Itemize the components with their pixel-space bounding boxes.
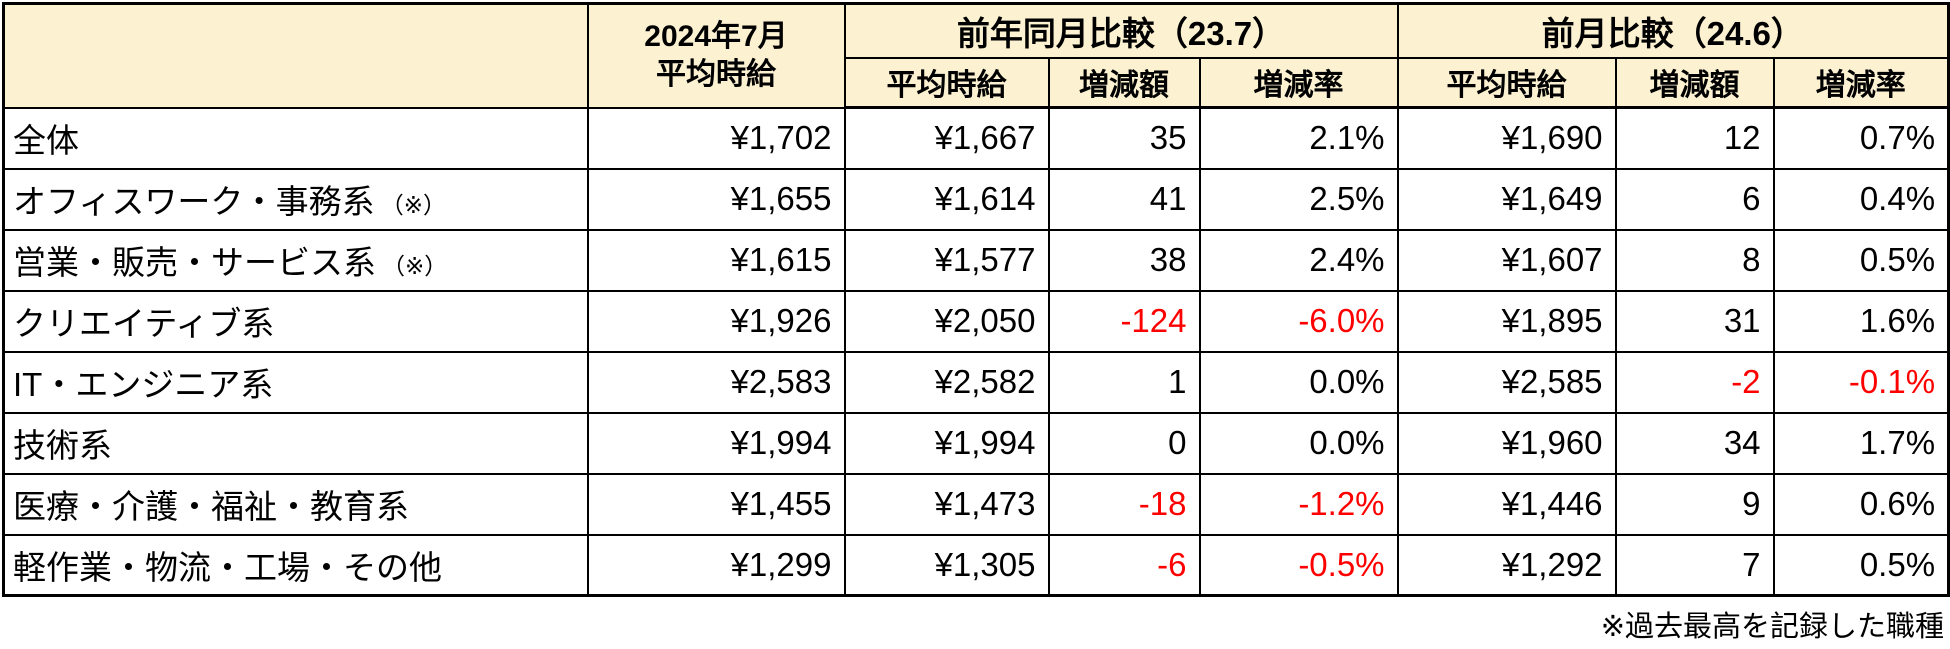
cell-yoy-diff: 35 <box>1047 106 1201 170</box>
category-text: 営業・販売・サービス系 <box>13 244 376 281</box>
cell-2024-07-avg: ¥1,615 <box>586 228 846 292</box>
category-text: 医療・介護・福祉・教育系 <box>13 488 409 525</box>
cell-mom-rate: 0.4% <box>1772 167 1950 231</box>
cell-yoy-diff: 41 <box>1047 167 1201 231</box>
cell-yoy-rate: 2.4% <box>1198 228 1399 292</box>
cell-2024-07-avg: ¥1,655 <box>586 167 846 231</box>
cell-mom-rate: -0.1% <box>1772 350 1950 414</box>
cell-mom-avg: ¥1,292 <box>1396 533 1617 597</box>
header-mom-diff-rate: 増減率 <box>1772 56 1950 109</box>
row-category-cell: 軽作業・物流・工場・その他 <box>2 533 589 597</box>
header-mom-avg-wage: 平均時給 <box>1396 56 1617 109</box>
header-2024-07-avg-wage: 2024年7月 平均時給 <box>586 2 846 109</box>
cell-mom-avg: ¥1,690 <box>1396 106 1617 170</box>
cell-2024-07-avg: ¥1,455 <box>586 472 846 536</box>
cell-yoy-diff: -124 <box>1047 289 1201 353</box>
cell-yoy-avg: ¥2,582 <box>843 350 1050 414</box>
cell-yoy-avg: ¥1,577 <box>843 228 1050 292</box>
cell-yoy-diff: 0 <box>1047 411 1201 475</box>
table-row: クリエイティブ系 ¥1,926 ¥2,050 -124 -6.0% ¥1,895 31 1.6… <box>2 289 1950 353</box>
cell-mom-rate: 1.6% <box>1772 289 1950 353</box>
cell-mom-rate: 0.6% <box>1772 472 1950 536</box>
table-body: 全体 ¥1,702 ¥1,667 35 2.1% ¥1,690 12 0.7% オフィスワーク・… <box>2 106 1950 597</box>
header-2024-07-line2: 平均時給 <box>656 57 776 91</box>
header-yoy-section: 前年同月比較（23.7） <box>843 2 1399 59</box>
cell-mom-diff: 34 <box>1614 411 1775 475</box>
cell-mom-avg: ¥1,895 <box>1396 289 1617 353</box>
cell-mom-diff: -2 <box>1614 350 1775 414</box>
cell-yoy-rate: -1.2% <box>1198 472 1399 536</box>
header-yoy-diff-amount: 増減額 <box>1047 56 1201 109</box>
category-text: オフィスワーク・事務系 <box>13 183 375 220</box>
record-high-note: （※） <box>380 192 446 218</box>
cell-mom-diff: 6 <box>1614 167 1775 231</box>
cell-yoy-rate: 0.0% <box>1198 350 1399 414</box>
record-high-note: （※） <box>382 253 448 279</box>
header-yoy-avg-wage: 平均時給 <box>843 56 1050 109</box>
cell-yoy-rate: 2.5% <box>1198 167 1399 231</box>
table-row: 全体 ¥1,702 ¥1,667 35 2.1% ¥1,690 12 0.7% <box>2 106 1950 170</box>
cell-yoy-diff: -18 <box>1047 472 1201 536</box>
cell-2024-07-avg: ¥1,994 <box>586 411 846 475</box>
cell-mom-rate: 1.7% <box>1772 411 1950 475</box>
table-row: オフィスワーク・事務系 （※） ¥1,655 ¥1,614 41 2.5% ¥1,649 6 0… <box>2 167 1950 231</box>
table-row: 営業・販売・サービス系 （※） ¥1,615 ¥1,577 38 2.4% ¥1,607 8 0… <box>2 228 1950 292</box>
cell-yoy-diff: -6 <box>1047 533 1201 597</box>
cell-yoy-rate: -0.5% <box>1198 533 1399 597</box>
cell-2024-07-avg: ¥1,702 <box>586 106 846 170</box>
cell-mom-avg: ¥2,585 <box>1396 350 1617 414</box>
row-category-cell: クリエイティブ系 <box>2 289 589 353</box>
header-2024-07-line1: 2024年7月 <box>644 20 788 54</box>
cell-mom-avg: ¥1,960 <box>1396 411 1617 475</box>
cell-yoy-avg: ¥1,473 <box>843 472 1050 536</box>
category-text: 軽作業・物流・工場・その他 <box>13 548 442 586</box>
corner-cell <box>2 2 589 109</box>
row-category-cell: 全体 <box>2 106 589 170</box>
cell-yoy-rate: 2.1% <box>1198 106 1399 170</box>
cell-mom-diff: 31 <box>1614 289 1775 353</box>
cell-2024-07-avg: ¥1,926 <box>586 289 846 353</box>
cell-mom-avg: ¥1,607 <box>1396 228 1617 292</box>
cell-yoy-avg: ¥1,614 <box>843 167 1050 231</box>
cell-yoy-rate: 0.0% <box>1198 411 1399 475</box>
category-text: クリエイティブ系 <box>13 305 275 342</box>
cell-mom-rate: 0.5% <box>1772 228 1950 292</box>
row-category-cell: 医療・介護・福祉・教育系 <box>2 472 589 536</box>
table-row: 軽作業・物流・工場・その他 ¥1,299 ¥1,305 -6 -0.5% ¥1,292 7 0… <box>2 533 1950 597</box>
cell-2024-07-avg: ¥2,583 <box>586 350 846 414</box>
cell-yoy-avg: ¥1,667 <box>843 106 1050 170</box>
cell-yoy-diff: 1 <box>1047 350 1201 414</box>
cell-2024-07-avg: ¥1,299 <box>586 533 846 597</box>
cell-yoy-rate: -6.0% <box>1198 289 1399 353</box>
cell-mom-rate: 0.5% <box>1772 533 1950 597</box>
row-category-cell: オフィスワーク・事務系 （※） <box>2 167 589 231</box>
cell-mom-avg: ¥1,446 <box>1396 472 1617 536</box>
header-yoy-diff-rate: 増減率 <box>1198 56 1399 109</box>
wage-table: 2024年7月 平均時給 前年同月比較（23.7） 前月比較（24.6） 平均時… <box>2 2 1950 597</box>
header-mom-section: 前月比較（24.6） <box>1396 2 1950 59</box>
row-category-cell: 営業・販売・サービス系 （※） <box>2 228 589 292</box>
cell-mom-rate: 0.7% <box>1772 106 1950 170</box>
cell-mom-avg: ¥1,649 <box>1396 167 1617 231</box>
cell-mom-diff: 7 <box>1614 533 1775 597</box>
table-row: 医療・介護・福祉・教育系 ¥1,455 ¥1,473 -18 -1.2% ¥1,446 9 0… <box>2 472 1950 536</box>
cell-mom-diff: 9 <box>1614 472 1775 536</box>
cell-yoy-avg: ¥1,994 <box>843 411 1050 475</box>
table-row: IT・エンジニア系 ¥2,583 ¥2,582 1 0.0% ¥2,585 -2 -0.1% <box>2 350 1950 414</box>
category-text: 全体 <box>13 122 79 159</box>
cell-yoy-avg: ¥2,050 <box>843 289 1050 353</box>
row-category-cell: IT・エンジニア系 <box>2 350 589 414</box>
header-mom-diff-amount: 増減額 <box>1614 56 1775 109</box>
cell-yoy-diff: 38 <box>1047 228 1201 292</box>
cell-mom-diff: 8 <box>1614 228 1775 292</box>
footnote: ※過去最高を記録した職種 <box>1600 611 1944 643</box>
table-row: 技術系 ¥1,994 ¥1,994 0 0.0% ¥1,960 34 1.7% <box>2 411 1950 475</box>
cell-mom-diff: 12 <box>1614 106 1775 170</box>
row-category-cell: 技術系 <box>2 411 589 475</box>
cell-yoy-avg: ¥1,305 <box>843 533 1050 597</box>
category-text: IT・エンジニア系 <box>13 366 274 403</box>
category-text: 技術系 <box>13 427 112 464</box>
